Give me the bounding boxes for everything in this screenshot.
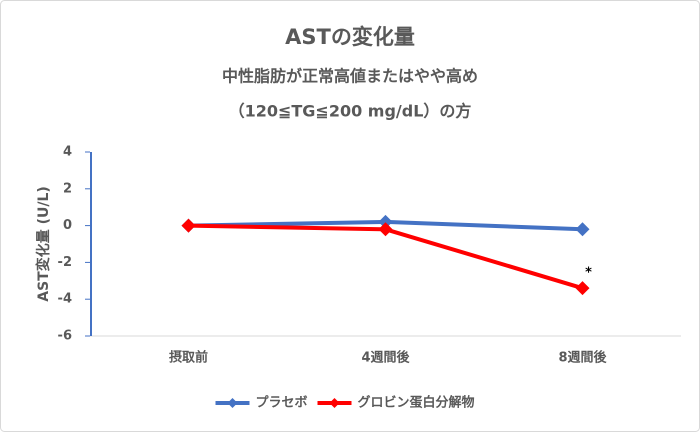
data-point xyxy=(181,218,196,233)
data-point xyxy=(378,222,393,237)
legend-marker xyxy=(329,398,340,408)
chart-title: ASTの変化量 xyxy=(285,25,415,49)
annotation: * xyxy=(585,266,592,281)
x-tick-label: 8週間後 xyxy=(558,350,607,366)
data-point xyxy=(575,222,590,237)
y-tick-label: -2 xyxy=(58,255,72,270)
y-tick-label: 2 xyxy=(63,181,72,196)
data-point xyxy=(378,214,393,229)
legend-label: グロビン蛋白分解物 xyxy=(358,395,475,411)
y-tick-label: 0 xyxy=(63,218,72,233)
y-tick-label: 4 xyxy=(63,145,72,160)
x-tick-label: 4週間後 xyxy=(361,350,410,366)
chart-subtitle: 中性脂肪が正常高値またはやや高め xyxy=(222,67,478,86)
y-axis-label: AST変化量 (U/L) xyxy=(35,186,52,302)
legend-marker xyxy=(227,398,238,408)
y-tick-label: -6 xyxy=(58,329,72,344)
y-tick-label: -4 xyxy=(58,292,72,307)
chart-subtitle: （120≦TG≦200 mg/dL）の方 xyxy=(229,102,472,121)
data-point xyxy=(575,281,590,296)
x-tick-label: 摂取前 xyxy=(169,350,208,366)
legend-label: プラセボ xyxy=(256,395,308,411)
